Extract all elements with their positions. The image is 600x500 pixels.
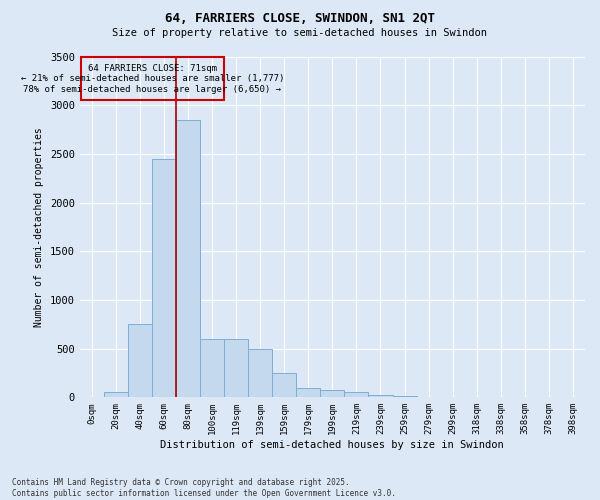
Text: 64 FARRIERS CLOSE: 71sqm: 64 FARRIERS CLOSE: 71sqm (88, 64, 217, 72)
Bar (128, 324, 152, 398)
Bar (392, 396, 416, 398)
Bar (296, 388, 320, 398)
Text: Size of property relative to semi-detached houses in Swindon: Size of property relative to semi-detach… (113, 28, 487, 38)
Y-axis label: Number of semi-detached properties: Number of semi-detached properties (34, 127, 44, 327)
Bar (200, 339, 224, 398)
Bar (152, 159, 176, 398)
Text: ← 21% of semi-detached houses are smaller (1,777): ← 21% of semi-detached houses are smalle… (21, 74, 284, 84)
Bar (224, 339, 248, 398)
Text: Contains HM Land Registry data © Crown copyright and database right 2025.
Contai: Contains HM Land Registry data © Crown c… (12, 478, 396, 498)
Bar (368, 396, 392, 398)
X-axis label: Distribution of semi-detached houses by size in Swindon: Distribution of semi-detached houses by … (160, 440, 504, 450)
Bar (344, 392, 368, 398)
Bar (272, 373, 296, 398)
Bar (320, 390, 344, 398)
Bar (248, 348, 272, 398)
Bar (81, 58, 224, 100)
Bar (176, 120, 200, 398)
Bar (104, 392, 128, 398)
Text: 64, FARRIERS CLOSE, SWINDON, SN1 2QT: 64, FARRIERS CLOSE, SWINDON, SN1 2QT (165, 12, 435, 26)
Text: 78% of semi-detached houses are larger (6,650) →: 78% of semi-detached houses are larger (… (23, 85, 281, 94)
